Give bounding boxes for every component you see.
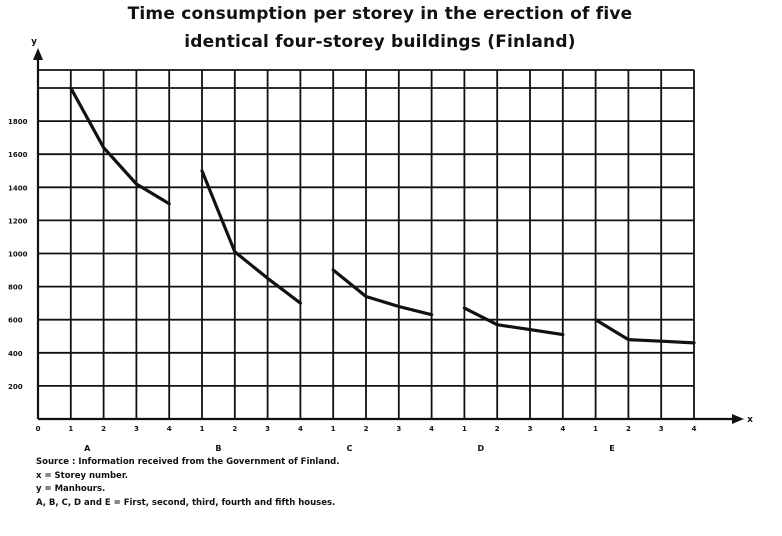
line-chart: y x 200 400 600 800 1000 1200 1400 1600 1800 0 1 2 3 4 A… (8, 37, 753, 453)
series-line-e (593, 318, 696, 345)
houses-definition-note: A, B, C, D and E = First, second, third,… (36, 497, 336, 508)
chart-title-line-1: Time consumption per storey in the erect… (127, 4, 633, 24)
x-tick-label: 2 (626, 425, 631, 433)
chart-notes: Source : Information received from the G… (36, 456, 339, 510)
x-tick-label: 3 (659, 425, 664, 433)
series-line-b (200, 169, 302, 305)
x-tick-label: 1 (462, 425, 467, 433)
y-axis-arrow (33, 48, 43, 60)
series-line-a (69, 86, 171, 206)
x-definition-note: x = Storey number. (36, 470, 129, 481)
y-tick-label: 1400 (8, 184, 28, 192)
x-tick-label: 0 (36, 425, 41, 433)
y-tick-label: 200 (8, 383, 23, 391)
x-axis-arrow (732, 414, 744, 424)
x-tick-label: 4 (167, 425, 172, 433)
x-axis-label: x (747, 415, 753, 425)
x-tick-label: 2 (495, 425, 500, 433)
chart-title-line-2: identical four-storey buildings (Finland… (184, 32, 576, 52)
x-tick-label: 3 (396, 425, 401, 433)
x-tick-label: 2 (232, 425, 237, 433)
y-axis-label: y (31, 37, 37, 47)
x-tick-label: 3 (134, 425, 139, 433)
x-tick-label: 2 (364, 425, 369, 433)
x-tick-label: 4 (692, 425, 697, 433)
y-tick-label: 400 (8, 350, 23, 358)
house-group-label: D (477, 444, 484, 453)
x-tick-label: 3 (528, 425, 533, 433)
house-group-label: C (347, 444, 353, 453)
x-tick-label: 4 (298, 425, 303, 433)
y-tick-label: 1200 (8, 217, 28, 225)
x-tick-label: 1 (200, 425, 205, 433)
y-tick-label: 600 (8, 317, 23, 325)
y-tick-label: 1800 (8, 118, 28, 126)
x-tick-label: 1 (68, 425, 73, 433)
x-tick-label: 4 (560, 425, 565, 433)
x-tick-label: 3 (265, 425, 270, 433)
x-tick-label: 1 (593, 425, 598, 433)
series-line-c (331, 268, 434, 317)
house-group-label: B (215, 444, 221, 453)
y-tick-label: 1000 (8, 251, 28, 259)
x-tick-label: 1 (331, 425, 336, 433)
house-group-label: A (84, 444, 91, 453)
series-line-d (462, 306, 565, 337)
y-tick-label: 800 (8, 284, 23, 292)
x-tick-label: 2 (101, 425, 106, 433)
x-tick-label: 4 (429, 425, 434, 433)
house-group-label: E (609, 444, 614, 453)
source-note: Source : Information received from the G… (36, 457, 340, 467)
y-definition-note: y = Manhours. (36, 484, 106, 494)
y-tick-label: 1600 (8, 151, 28, 159)
